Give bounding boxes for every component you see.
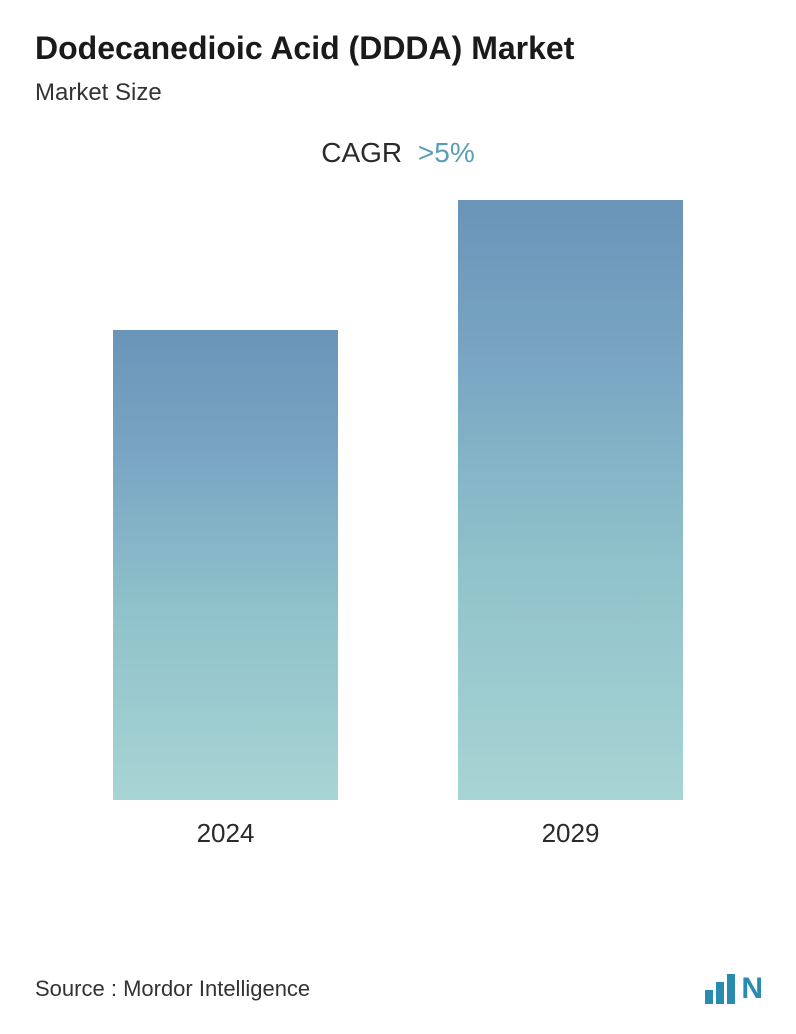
cagr-label: CAGR <box>321 137 402 168</box>
source-label: Source : <box>35 976 117 1001</box>
mordor-logo: N <box>705 972 761 1006</box>
chart-title: Dodecanedioic Acid (DDDA) Market <box>35 30 761 67</box>
bar-label-1: 2029 <box>542 818 600 849</box>
bar-label-0: 2024 <box>197 818 255 849</box>
chart-container: Dodecanedioic Acid (DDDA) Market Market … <box>0 0 796 1034</box>
chart-subtitle: Market Size <box>35 79 761 107</box>
bar-group-1: 2029 <box>458 200 683 849</box>
source-attribution: Source : Mordor Intelligence <box>35 976 310 1002</box>
chart-footer: Source : Mordor Intelligence N <box>35 972 761 1006</box>
logo-bars-icon <box>705 974 735 1004</box>
bar-0 <box>113 330 338 800</box>
bar-group-0: 2024 <box>113 330 338 849</box>
bar-chart: 2024 2029 <box>35 209 761 849</box>
cagr-value: >5% <box>418 137 475 168</box>
bar-1 <box>458 200 683 800</box>
cagr-indicator: CAGR >5% <box>35 137 761 169</box>
source-name: Mordor Intelligence <box>123 976 310 1001</box>
logo-letter: N <box>741 972 761 1006</box>
